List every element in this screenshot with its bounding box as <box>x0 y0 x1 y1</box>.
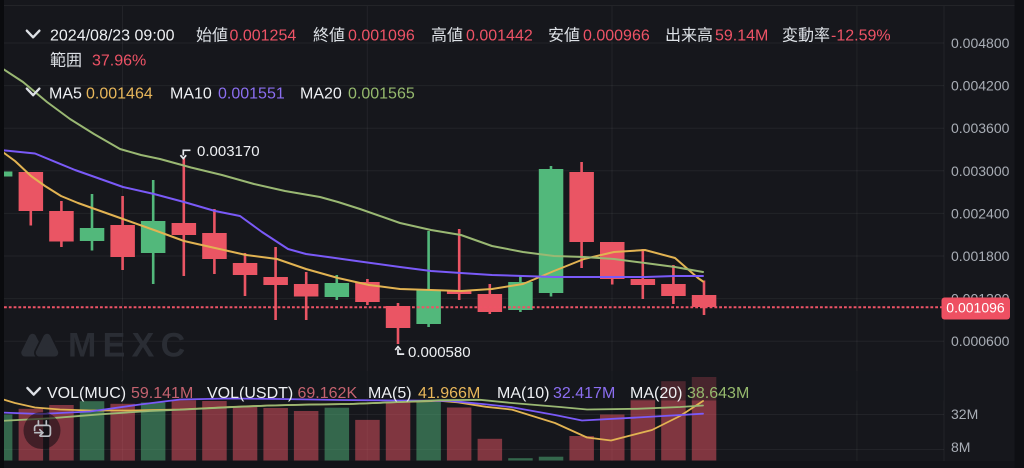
svg-text:VOL(MUC): VOL(MUC) <box>47 385 126 402</box>
svg-text:0.000580: 0.000580 <box>408 344 471 361</box>
svg-text:MA20: MA20 <box>300 86 342 103</box>
svg-text:0.001565: 0.001565 <box>348 86 415 103</box>
svg-text:MA10: MA10 <box>170 86 212 103</box>
svg-text:0.002400: 0.002400 <box>951 205 1010 221</box>
svg-text:0.000600: 0.000600 <box>951 333 1010 349</box>
svg-text:0.004800: 0.004800 <box>951 35 1010 51</box>
svg-text:0.003170: 0.003170 <box>197 143 260 160</box>
svg-text:出来高: 出来高 <box>665 27 713 45</box>
svg-text:0.001551: 0.001551 <box>218 86 285 103</box>
svg-text:38.643M: 38.643M <box>687 385 749 402</box>
svg-text:8M: 8M <box>951 439 970 455</box>
svg-text:始値: 始値 <box>196 27 228 45</box>
svg-text:59.14M: 59.14M <box>715 28 768 45</box>
svg-text:69.162K: 69.162K <box>298 385 358 402</box>
svg-text:0.004200: 0.004200 <box>951 78 1010 94</box>
svg-text:0.001464: 0.001464 <box>86 86 153 103</box>
svg-text:32.417M: 32.417M <box>553 385 615 402</box>
svg-text:0.001442: 0.001442 <box>466 28 533 45</box>
svg-text:0.001096: 0.001096 <box>946 300 1005 316</box>
svg-text:MA(10): MA(10) <box>497 385 549 402</box>
svg-text:0.001096: 0.001096 <box>348 28 415 45</box>
svg-text:-12.59%: -12.59% <box>831 28 891 45</box>
svg-text:0.001254: 0.001254 <box>230 28 297 45</box>
svg-text:範囲: 範囲 <box>50 52 82 70</box>
svg-text:VOL(USDT): VOL(USDT) <box>207 385 293 402</box>
svg-text:MA5: MA5 <box>49 86 82 103</box>
svg-text:MA(20): MA(20) <box>630 385 682 402</box>
svg-text:0.001800: 0.001800 <box>951 248 1010 264</box>
svg-text:0.003000: 0.003000 <box>951 163 1010 179</box>
svg-text:37.96%: 37.96% <box>92 53 146 70</box>
svg-text:MA(5): MA(5) <box>368 385 412 402</box>
svg-text:安値: 安値 <box>548 27 580 45</box>
svg-text:0.003600: 0.003600 <box>951 120 1010 136</box>
svg-text:変動率: 変動率 <box>782 27 830 45</box>
svg-text:59.141M: 59.141M <box>131 385 193 402</box>
svg-text:0.000966: 0.000966 <box>583 28 650 45</box>
svg-text:2024/08/23 09:00: 2024/08/23 09:00 <box>50 28 175 45</box>
svg-text:終値: 終値 <box>313 27 345 45</box>
svg-text:32M: 32M <box>951 406 978 422</box>
svg-text:MEXC: MEXC <box>68 327 191 365</box>
svg-text:高値: 高値 <box>431 27 463 45</box>
svg-text:41.966M: 41.966M <box>418 385 480 402</box>
